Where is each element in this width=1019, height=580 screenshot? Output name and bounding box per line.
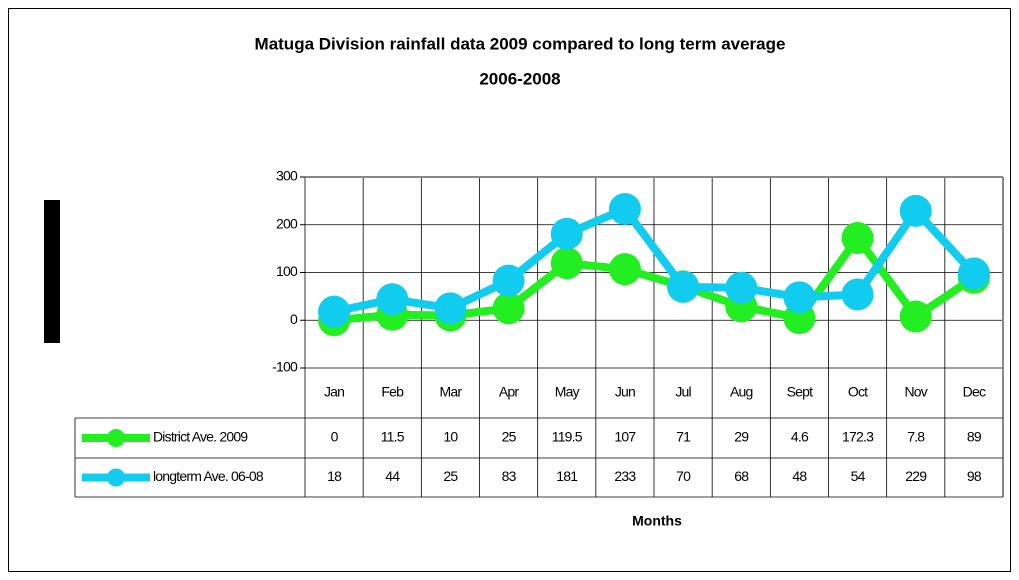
table-value: 4.6 [791, 429, 809, 445]
table-value: 70 [676, 468, 691, 484]
table-value: 11.5 [381, 429, 405, 445]
table-value: 229 [905, 468, 927, 484]
x-tick-label: Jan [324, 384, 344, 400]
table-value: 54 [851, 468, 866, 484]
table-value: 172.3 [842, 429, 874, 445]
x-tick-label: Jun [615, 384, 635, 400]
series-marker [667, 270, 700, 303]
table-value: 10 [443, 429, 458, 445]
y-tick-label: 200 [276, 215, 298, 231]
x-tick-label: Aug [730, 384, 753, 400]
table-value: 181 [556, 468, 578, 484]
table-value: 71 [676, 429, 691, 445]
series-marker [899, 194, 932, 227]
table-value: 233 [614, 468, 636, 484]
series-marker [841, 278, 874, 311]
y-axis-title-box [44, 200, 60, 343]
x-axis-label: Months [632, 513, 682, 529]
y-tick-label: 0 [290, 311, 298, 327]
table-value: 0 [331, 429, 339, 445]
table-value: 119.5 [552, 429, 583, 445]
series-marker [492, 264, 525, 297]
series-marker [608, 253, 641, 286]
chart-subtitle: 2006-2008 [479, 69, 560, 88]
legend-marker [107, 468, 125, 487]
series-marker [957, 257, 990, 290]
table-value: 29 [734, 429, 749, 445]
table-value: 44 [385, 468, 400, 484]
table-value: 48 [792, 468, 807, 484]
x-tick-label: Apr [499, 384, 520, 400]
x-tick-label: Oct [848, 384, 868, 400]
y-tick-label: -100 [272, 359, 298, 375]
series-marker [608, 192, 641, 225]
table-value: 83 [502, 468, 517, 484]
y-tick-label: 100 [276, 263, 298, 279]
table-value: 18 [327, 468, 342, 484]
legend-label: longterm Ave. 06-08 [153, 468, 264, 484]
table-value: 25 [502, 429, 517, 445]
series-marker [550, 247, 583, 280]
series-marker [550, 217, 583, 250]
series-marker [318, 295, 351, 328]
series-marker [492, 292, 525, 325]
x-tick-label: Sept [787, 384, 814, 400]
x-tick-label: Jul [675, 384, 691, 400]
series-marker [376, 283, 409, 316]
series-marker [841, 221, 874, 254]
x-tick-label: Mar [440, 384, 463, 400]
x-tick-label: May [555, 384, 580, 400]
table-value: 89 [967, 429, 982, 445]
table-value: 107 [614, 429, 636, 445]
x-tick-label: Dec [963, 384, 986, 400]
series-marker [783, 281, 816, 314]
series-marker [434, 292, 467, 325]
table-value: 68 [734, 468, 749, 484]
chart-title: Matuga Division rainfall data 2009 compa… [255, 34, 786, 53]
series-marker [899, 300, 932, 333]
x-tick-label: Feb [381, 384, 404, 400]
legend-marker [107, 429, 125, 447]
y-tick-label: 300 [276, 168, 298, 184]
table-value: 98 [967, 468, 982, 484]
legend-label: District Ave. 2009 [153, 429, 248, 445]
table-value: 7.8 [907, 429, 925, 445]
x-tick-label: Nov [905, 384, 928, 400]
series-marker [725, 271, 758, 304]
table-value: 25 [443, 468, 458, 484]
